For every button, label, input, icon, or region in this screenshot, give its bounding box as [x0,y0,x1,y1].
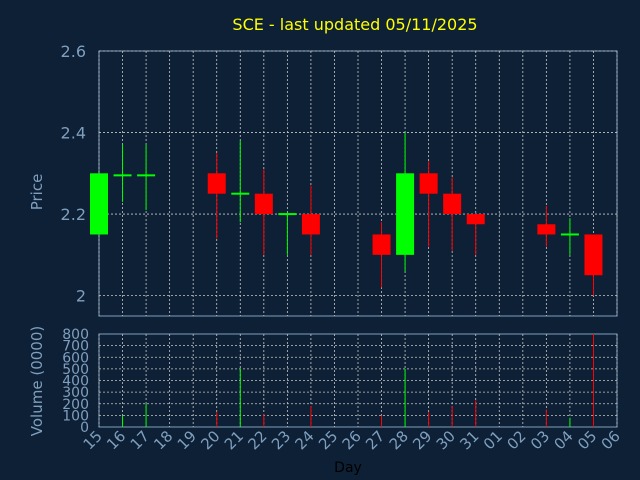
x-tick-label: 24 [292,427,318,453]
volume-tick-label: 600 [62,350,89,366]
x-tick-label: 25 [315,427,341,453]
x-tick-label: 31 [456,427,482,453]
candle-body [537,224,556,235]
volume-tick-label: 800 [62,327,89,343]
volume-tick-label: 700 [62,339,89,355]
volume-axis-label: Volume (0000) [28,326,46,436]
volume-tick-label: 300 [62,385,89,401]
price-panel: 2 2.2 2.4 2.6 [61,42,618,317]
volume-tick-label: 100 [62,408,89,424]
price-tick-label: 2.6 [61,42,86,61]
x-tick-label: 22 [244,427,270,453]
candle-body [254,193,273,215]
x-tick-label: 19 [174,427,200,453]
candle-body [560,233,579,236]
volume-tick-label: 400 [62,374,89,390]
candle-body [301,214,320,235]
x-tick-label: 05 [574,427,600,453]
candle-body [396,173,415,255]
candle-body [113,174,132,177]
x-tick-label: 27 [362,427,388,453]
x-tick-label: 02 [503,427,529,453]
x-tick-label: 03 [527,427,553,453]
candle-body [419,173,438,194]
x-tick-label: 17 [127,427,153,453]
x-axis-label: Day [334,460,362,476]
volume-tick-label: 200 [62,397,89,413]
candle-body [443,193,462,215]
price-tick-label: 2.2 [61,205,86,224]
candle-body [231,192,250,195]
y-axis-label: Price [28,174,46,211]
x-axis: 1516171819202122232425262728293031010203… [80,427,624,453]
price-tick-label: 2 [76,287,86,306]
candle-body [207,173,226,194]
x-tick-label: 01 [480,427,506,453]
candle-body [372,234,391,255]
x-tick-label: 23 [268,427,294,453]
x-tick-label: 29 [409,427,435,453]
x-tick-label: 28 [386,427,412,453]
candle-body [584,234,603,276]
candle-body [137,174,156,177]
price-tick-label: 2.4 [61,124,86,143]
chart-title: SCE - last updated 05/11/2025 [232,15,477,34]
volume-tick-label: 500 [62,362,89,378]
x-tick-label: 20 [197,427,223,453]
candle-body [90,173,108,235]
x-tick-label: 04 [551,427,577,453]
x-tick-label: 06 [598,427,624,453]
x-tick-label: 16 [103,427,129,453]
x-tick-label: 21 [221,427,247,453]
volume-tick-label: 0 [80,420,89,436]
x-tick-label: 26 [339,427,365,453]
candle-body [466,214,485,225]
x-tick-label: 18 [150,427,176,453]
candle-body [278,213,297,216]
x-tick-label: 30 [433,427,459,453]
